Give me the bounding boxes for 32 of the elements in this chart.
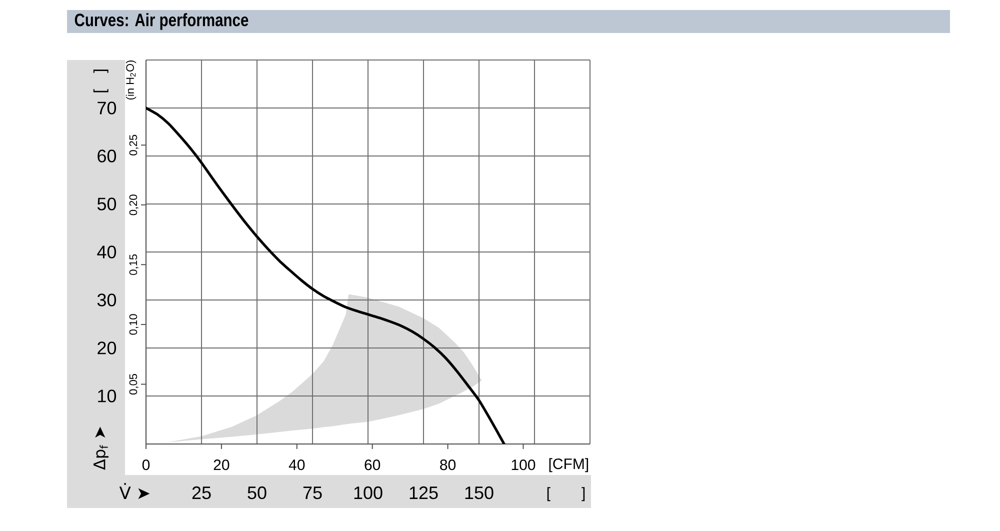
- x-tick-label: 50: [248, 486, 266, 500]
- chart-title: Curves: Air performance: [74, 13, 248, 30]
- x2-tick-label: 40: [288, 460, 305, 470]
- y2-tick-label: 0,20: [129, 194, 138, 216]
- y2-tick-label: 0,25: [129, 134, 138, 156]
- y2-axis-title: (in H$_{2}$O): [126, 60, 136, 100]
- y2-tick-label: 0,10: [129, 314, 138, 335]
- x-tick-label: 25: [192, 486, 211, 500]
- y-tick-label: 60: [98, 150, 116, 162]
- line-series: [146, 106, 506, 444]
- y-axis-title: Δp$_{f}$ ➤: [94, 426, 108, 470]
- text: [ ]: [547, 487, 585, 502]
- x2-tick-label: 100: [512, 460, 536, 470]
- x2-tick-label: 20: [214, 460, 230, 470]
- x2-tick-label: 0: [142, 460, 150, 470]
- y-tick-label: 30: [97, 294, 116, 306]
- x2-tick-label: 80: [440, 460, 456, 470]
- y-tick-label: 70: [98, 102, 116, 114]
- y-tick-label: 10: [98, 390, 116, 402]
- x-tick-label: 100: [354, 486, 382, 500]
- x2-tick-label: 60: [364, 460, 380, 470]
- text: [ ]: [93, 70, 108, 92]
- y-tick-label: 20: [98, 342, 116, 354]
- x-tick-label: 150: [465, 486, 494, 500]
- y-tick-label: 40: [97, 246, 116, 258]
- x-tick-label: 75: [303, 486, 322, 500]
- x-tick-label: 125: [410, 486, 438, 500]
- y2-tick-label: 0,15: [129, 254, 138, 275]
- x2-axis-title: [CFM]: [549, 458, 588, 472]
- y2-tick-label: 0,05: [129, 374, 138, 394]
- y-tick-label: 50: [97, 198, 116, 210]
- x-axis-title: V̇ ➤: [119, 482, 150, 500]
